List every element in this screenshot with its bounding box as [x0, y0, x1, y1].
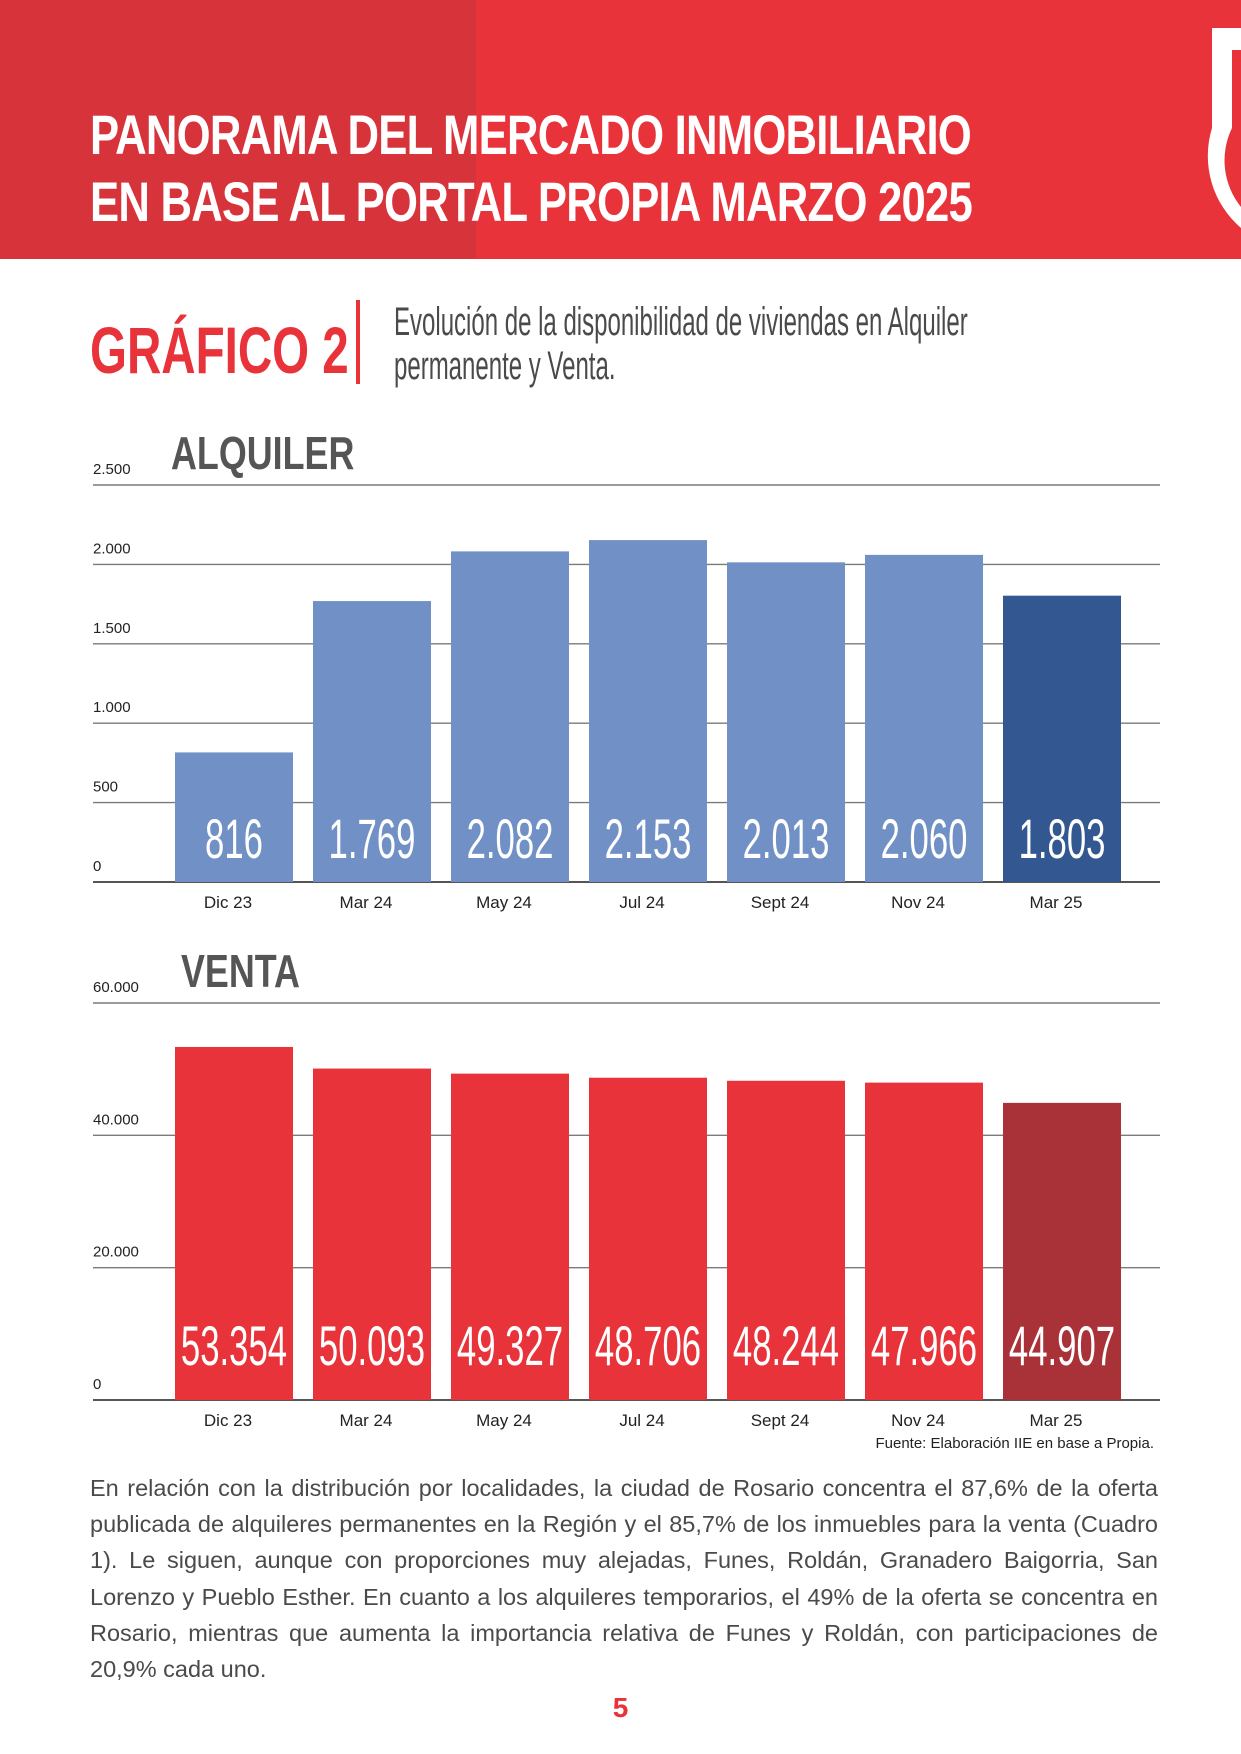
header-shade [0, 0, 476, 259]
venta-bar-chart: 0 20.000 40.000 60.000 53.354 Dic 23 50.093 Mar… [93, 979, 1160, 1430]
alquiler-value-label: 816 [205, 808, 263, 871]
page-title-line-1: PANORAMA DEL MERCADO INMOBILIARIO [90, 103, 972, 166]
venta-category-label: Dic 23 [204, 1411, 252, 1430]
propia-logo-icon [1207, 28, 1241, 228]
alquiler-value-label: 1.769 [329, 808, 416, 871]
figure-subtitle: Evolución de la disponibilidad de vivien… [394, 300, 968, 388]
alquiler-bar [1003, 595, 1121, 882]
venta-category-label: Jul 24 [619, 1411, 664, 1430]
venta-value-label: 50.093 [319, 1315, 425, 1378]
venta-category-label: Sept 24 [751, 1411, 810, 1430]
figure-subtitle-line-2: permanente y Venta. [394, 344, 616, 388]
venta-bar [313, 1068, 431, 1400]
alquiler-ytick-label: 2.000 [93, 540, 131, 557]
venta-value-label: 48.706 [595, 1315, 701, 1378]
venta-ytick-label: 40.000 [93, 1111, 139, 1128]
page-number: 5 [612, 1692, 629, 1723]
venta-value-label: 44.907 [1009, 1315, 1115, 1378]
alquiler-value-label: 2.082 [467, 808, 554, 871]
alquiler-category-label: May 24 [476, 893, 532, 912]
venta-bar [589, 1077, 707, 1400]
alquiler-bar [175, 752, 293, 882]
alquiler-value-label: 2.013 [743, 808, 830, 871]
alquiler-value-label: 2.060 [881, 808, 968, 871]
venta-value-label: 48.244 [733, 1315, 839, 1378]
page-header: PANORAMA DEL MERCADO INMOBILIARIO EN BAS… [0, 0, 1241, 259]
alquiler-ytick-label: 500 [93, 779, 118, 796]
venta-ytick-label: 60.000 [93, 979, 139, 996]
venta-category-label: May 24 [476, 1411, 532, 1430]
source-note: Fuente: Elaboración IIE en base a Propia… [875, 1435, 1154, 1452]
alquiler-ytick-label: 0 [93, 858, 101, 875]
alquiler-value-label: 2.153 [605, 808, 692, 871]
venta-chart-title: VENTA [181, 945, 300, 997]
alquiler-category-label: Dic 23 [204, 893, 252, 912]
alquiler-ytick-label: 1.500 [93, 620, 131, 637]
venta-bar [175, 1046, 293, 1400]
page-title: PANORAMA DEL MERCADO INMOBILIARIO EN BAS… [90, 101, 973, 235]
page-title-line-2: EN BASE AL PORTAL PROPIA MARZO 2025 [90, 170, 973, 233]
venta-bar [727, 1080, 845, 1400]
alquiler-category-label: Mar 24 [340, 893, 393, 912]
figure-subtitle-line-1: Evolución de la disponibilidad de vivien… [394, 300, 968, 344]
alquiler-bar [451, 551, 569, 882]
body-paragraph: En relación con la distribución por loca… [90, 1475, 1158, 1683]
alquiler-category-label: Nov 24 [891, 893, 945, 912]
alquiler-chart-title: ALQUILER [171, 427, 355, 479]
alquiler-category-label: Sept 24 [751, 893, 810, 912]
alquiler-bar [589, 540, 707, 882]
alquiler-bar-chart: 0 500 1.000 1.500 2.000 2.500 816 Dic 23 1.769 Ma… [93, 461, 1160, 912]
venta-value-label: 49.327 [457, 1315, 563, 1378]
venta-bar [865, 1082, 983, 1400]
venta-category-label: Nov 24 [891, 1411, 945, 1430]
alquiler-value-label: 1.803 [1019, 808, 1106, 871]
venta-category-label: Mar 24 [340, 1411, 393, 1430]
figure-label: GRÁFICO 2 [90, 313, 349, 387]
alquiler-ytick-label: 2.500 [93, 461, 131, 478]
alquiler-category-label: Jul 24 [619, 893, 664, 912]
alquiler-ytick-label: 1.000 [93, 699, 131, 716]
alquiler-bar [313, 601, 431, 882]
venta-ytick-label: 0 [93, 1376, 101, 1393]
venta-value-label: 47.966 [871, 1315, 977, 1378]
venta-bar [1003, 1102, 1121, 1400]
alquiler-category-label: Mar 25 [1030, 893, 1083, 912]
alquiler-bar [865, 554, 983, 882]
venta-ytick-label: 20.000 [93, 1244, 139, 1261]
alquiler-bar [727, 562, 845, 882]
venta-value-label: 53.354 [181, 1315, 287, 1378]
figure-divider [356, 300, 360, 384]
venta-bar [451, 1073, 569, 1400]
venta-category-label: Mar 25 [1030, 1411, 1083, 1430]
